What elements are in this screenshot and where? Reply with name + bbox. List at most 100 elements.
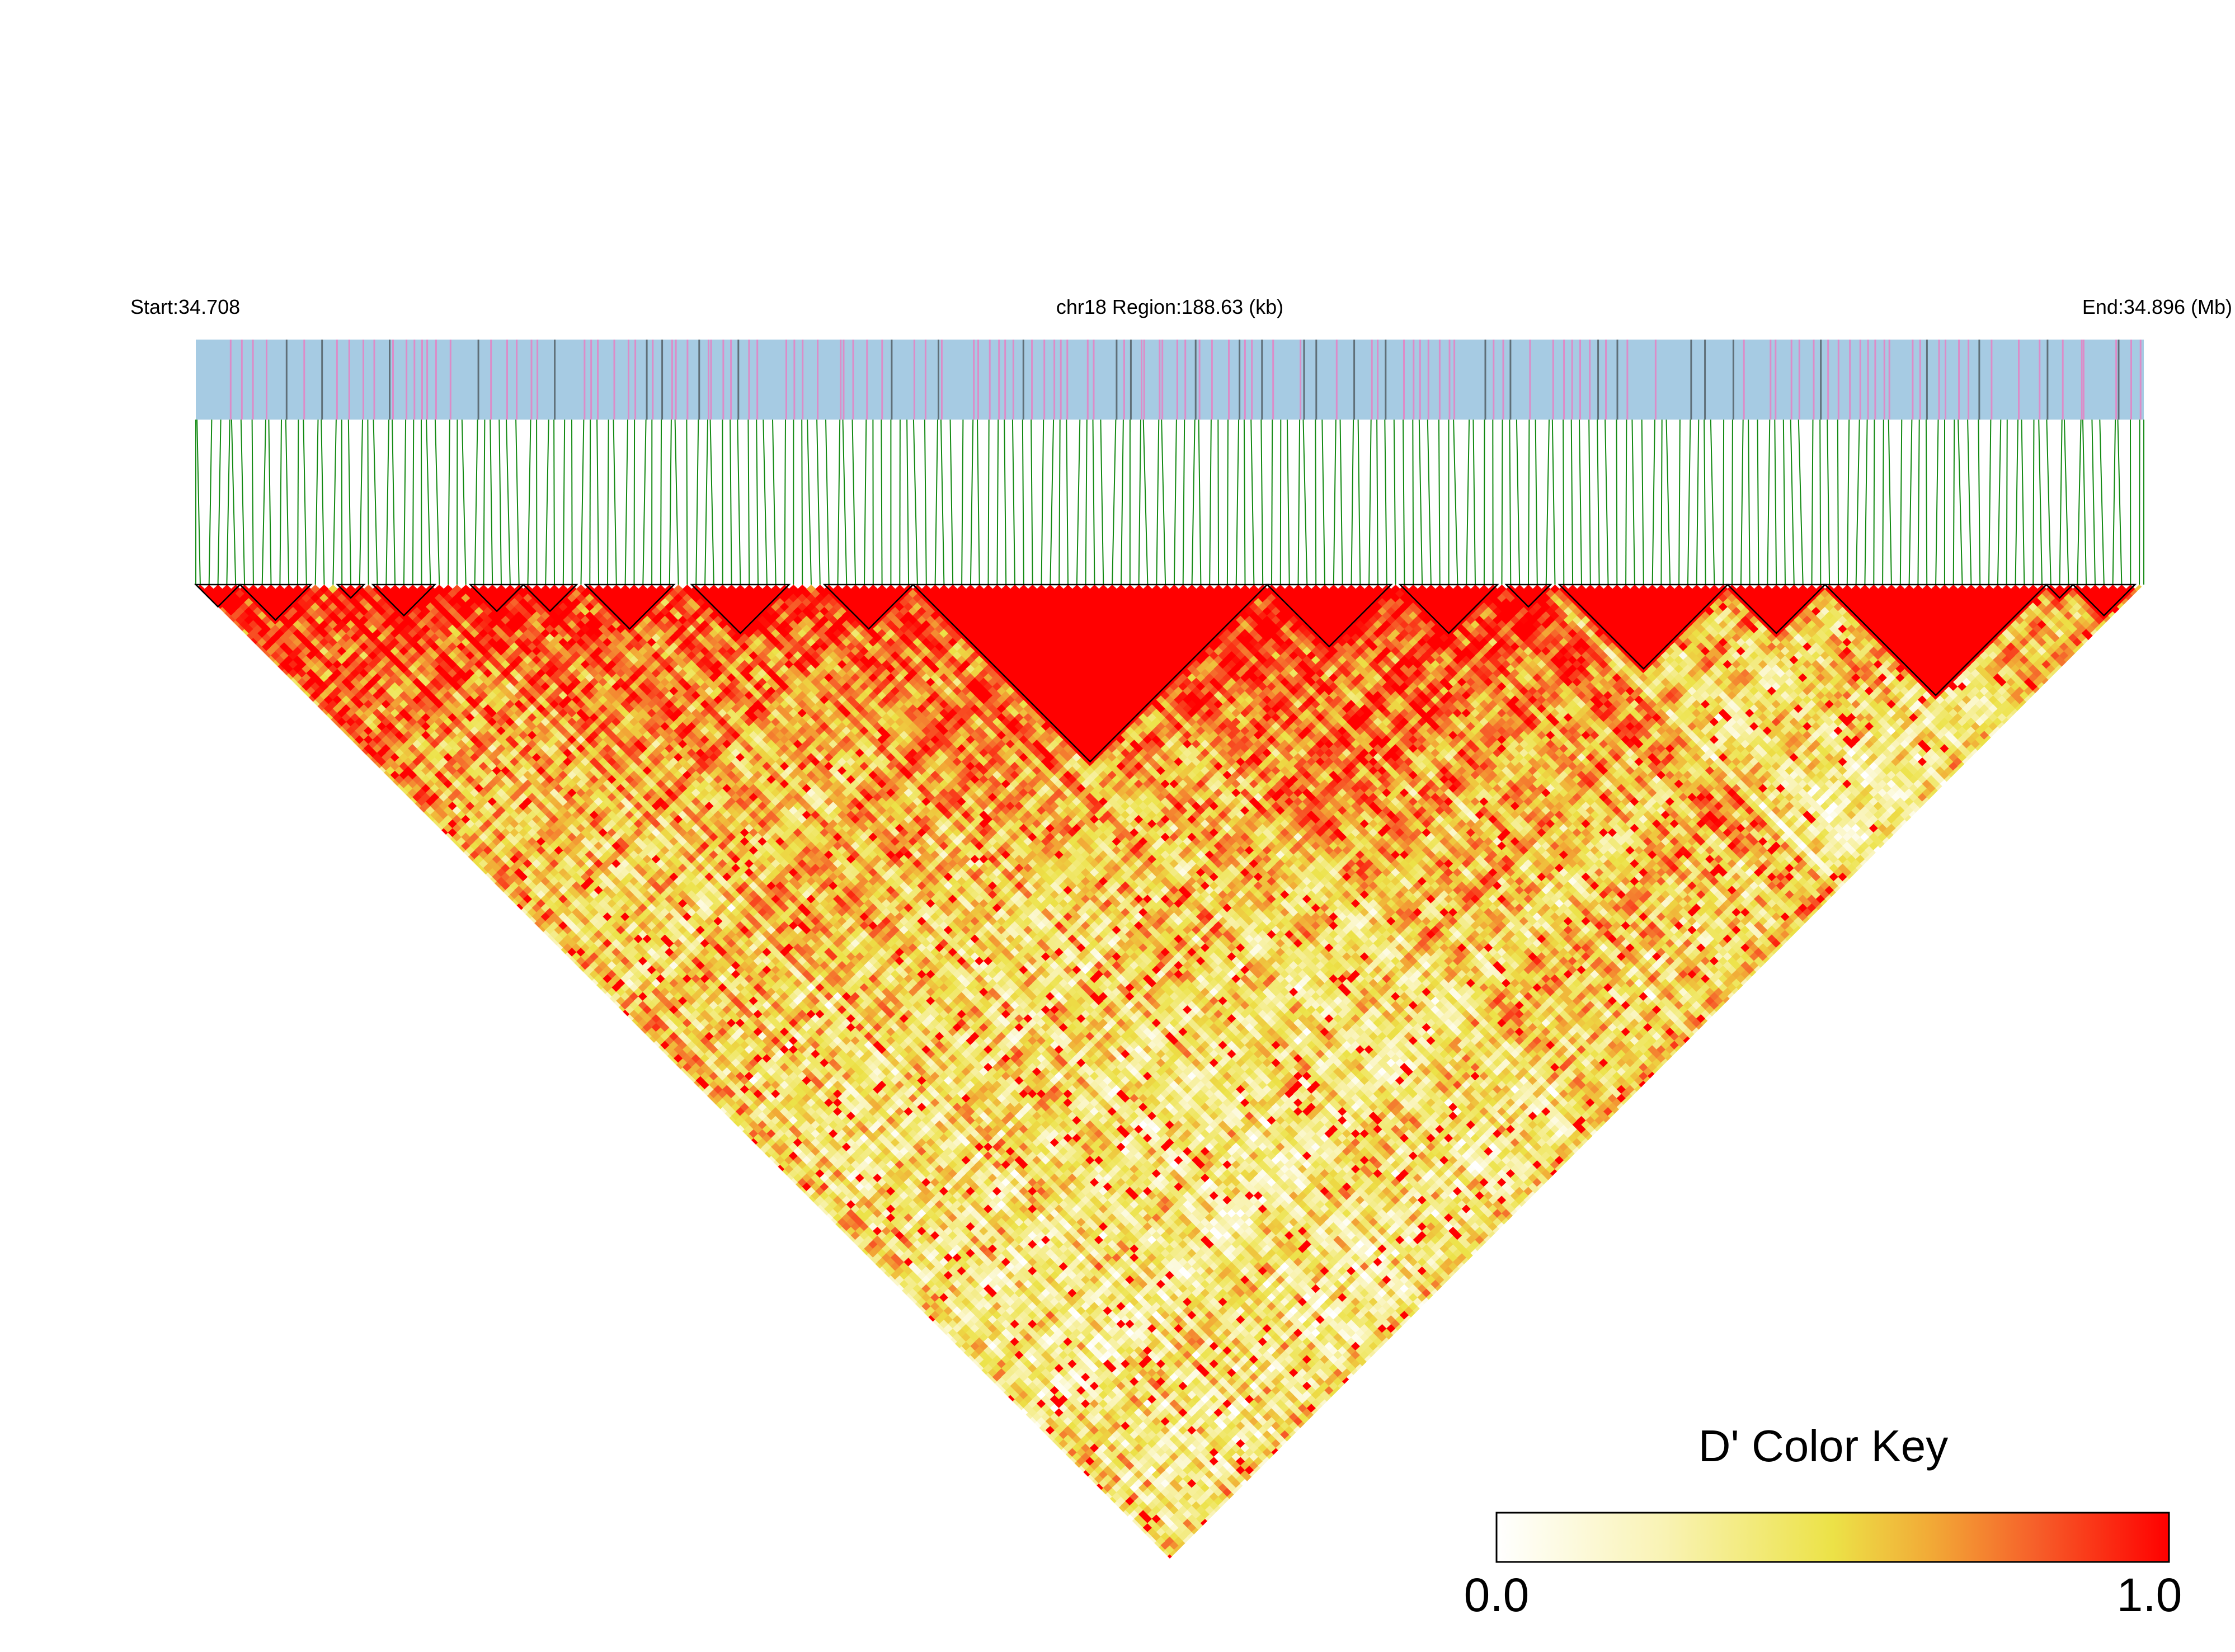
snp-marker xyxy=(1770,340,1772,420)
snp-marker xyxy=(2046,340,2049,420)
snp-connector xyxy=(1004,419,1007,585)
snp-connector xyxy=(1403,419,1405,585)
snp-connector xyxy=(1011,419,1015,585)
snp-connector xyxy=(1811,419,1814,585)
snp-marker xyxy=(1012,340,1014,420)
snp-marker xyxy=(1228,340,1230,420)
ld-cell xyxy=(204,585,214,594)
snp-marker xyxy=(449,340,451,420)
snp-connector xyxy=(1651,419,1655,585)
snp-connector xyxy=(1678,419,1681,585)
snp-marker xyxy=(530,340,533,420)
snp-connector xyxy=(1545,419,1550,585)
snp-connector xyxy=(1351,419,1354,585)
snp-marker xyxy=(628,340,629,420)
snp-connector xyxy=(1058,419,1061,585)
snp-marker xyxy=(1912,340,1914,420)
snp-connector xyxy=(1085,419,1088,585)
snp-marker xyxy=(1335,340,1338,420)
snp-marker xyxy=(1385,340,1387,420)
snp-marker xyxy=(1991,340,1993,420)
snp-connector xyxy=(268,419,272,585)
snp-marker xyxy=(646,340,648,420)
snp-connector xyxy=(633,419,636,585)
snp-marker xyxy=(891,340,893,420)
snp-marker xyxy=(698,340,700,420)
snp-marker xyxy=(989,340,991,420)
snp-marker xyxy=(1031,340,1033,420)
snp-connector xyxy=(1882,419,1884,585)
snp-marker xyxy=(1194,340,1197,420)
snp-connector xyxy=(642,419,647,585)
snp-marker xyxy=(506,340,508,420)
snp-connector xyxy=(842,419,848,585)
snp-marker xyxy=(421,340,423,420)
snp-connector xyxy=(2077,419,2082,585)
snp-marker xyxy=(817,340,819,420)
snp-connector xyxy=(434,419,440,585)
snp-connector xyxy=(1121,419,1124,585)
snp-connector xyxy=(807,419,812,585)
snp-marker xyxy=(1022,340,1024,420)
ld-heatmap-triangle xyxy=(196,585,2144,1559)
snp-connector xyxy=(2032,419,2035,585)
snp-connector xyxy=(1597,419,1600,585)
snp-connector xyxy=(763,419,768,585)
snp-connector xyxy=(924,419,927,585)
snp-marker xyxy=(516,340,518,420)
snp-marker xyxy=(1616,340,1618,420)
snp-marker xyxy=(1403,340,1405,420)
snp-connector xyxy=(314,419,319,585)
snp-connector xyxy=(230,419,237,585)
snp-marker xyxy=(866,340,868,420)
snp-connector xyxy=(1967,419,1972,585)
snp-marker xyxy=(1732,340,1734,420)
snp-connector xyxy=(1605,419,1609,585)
snp-connector xyxy=(1570,419,1574,585)
snp-connector-lines xyxy=(195,419,2144,585)
snp-connector xyxy=(1579,419,1582,585)
snp-connector xyxy=(1393,419,1396,585)
snp-connector xyxy=(1191,419,1196,585)
snp-connector xyxy=(332,419,337,585)
snp-connector xyxy=(426,419,431,585)
snp-connector xyxy=(208,419,213,585)
snp-marker xyxy=(802,340,804,420)
snp-connector xyxy=(756,419,759,585)
snp-connector xyxy=(1142,419,1149,585)
snp-marker xyxy=(1493,340,1495,420)
snp-connector xyxy=(1339,419,1343,585)
snp-connector xyxy=(1846,419,1850,585)
snp-position-band xyxy=(196,340,2144,420)
snp-connector xyxy=(1321,419,1325,585)
snp-connector xyxy=(580,419,585,585)
ld-cell xyxy=(1165,1554,1175,1559)
snp-connector xyxy=(1908,419,1913,585)
snp-marker xyxy=(1938,340,1940,420)
snp-connector xyxy=(456,419,458,585)
snp-connector xyxy=(1767,419,1771,585)
snp-marker xyxy=(1859,340,1861,420)
snp-connector xyxy=(251,419,254,585)
snp-connector xyxy=(2139,419,2140,585)
snp-marker xyxy=(392,340,394,420)
snp-connector xyxy=(1631,419,1635,585)
snp-marker xyxy=(1303,340,1305,420)
snp-marker xyxy=(252,340,254,420)
snp-connector xyxy=(562,419,566,585)
snp-marker xyxy=(1438,340,1441,420)
snp-connector xyxy=(1368,419,1372,585)
snp-connector xyxy=(1483,419,1485,585)
snp-connector xyxy=(1748,419,1751,585)
snp-connector xyxy=(1250,419,1255,585)
snp-marker xyxy=(2118,340,2120,420)
snp-marker xyxy=(1704,340,1706,420)
snp-marker xyxy=(1251,340,1253,420)
snp-connector xyxy=(1092,419,1095,585)
snp-marker xyxy=(1261,340,1263,420)
snp-marker xyxy=(652,340,654,420)
snp-marker xyxy=(1509,340,1512,420)
snp-marker xyxy=(2082,340,2085,420)
snp-band-background xyxy=(196,340,2144,420)
